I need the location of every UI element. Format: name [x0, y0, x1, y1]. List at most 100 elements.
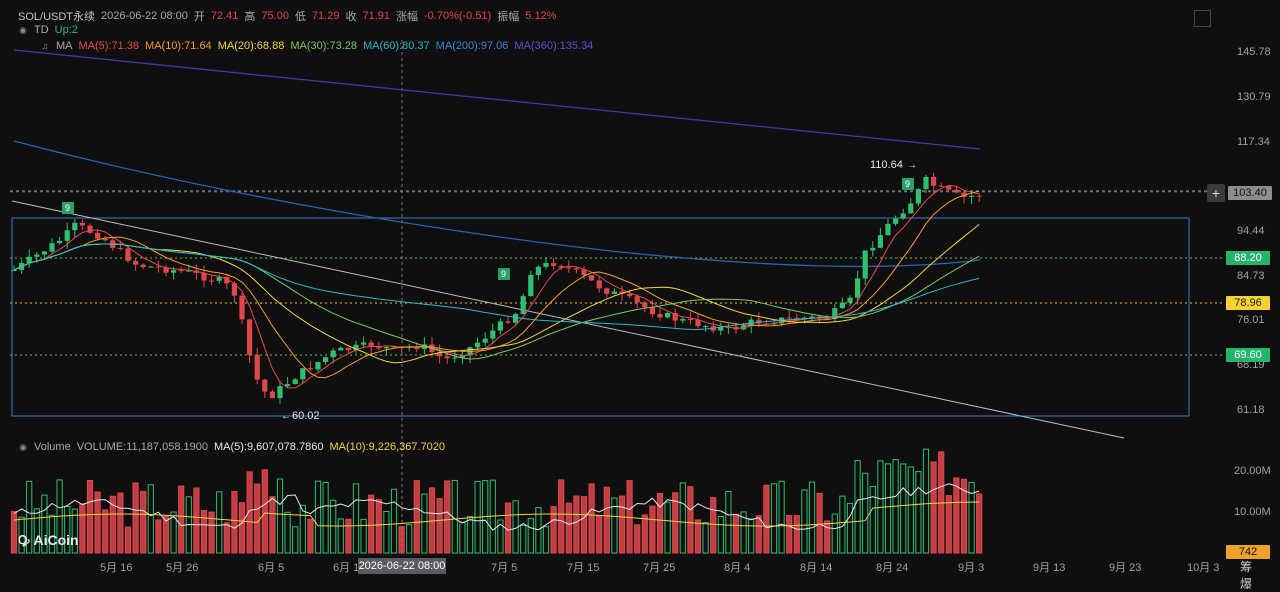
candle-body [581, 269, 587, 276]
candle-body [285, 384, 291, 387]
volume-bar [254, 483, 261, 554]
candle-body [34, 254, 40, 257]
volume-bar [26, 480, 33, 554]
ma30-value: MA(30):73.28 [290, 40, 357, 52]
volume-bar [960, 478, 968, 554]
volume-bar [824, 520, 831, 554]
candle-body [627, 293, 633, 297]
candle-body [338, 347, 344, 351]
candle-body [877, 235, 883, 248]
candle-body [611, 291, 617, 294]
volume-value: VOLUME:11,187,058.1900 [76, 441, 208, 453]
volume-bar [132, 482, 139, 554]
candle-body [589, 275, 595, 281]
candle-body [604, 288, 610, 294]
ma10-line [13, 190, 980, 379]
volume-bar [611, 497, 618, 554]
price-tick-5: 76.01 [1237, 314, 1265, 326]
td-value: Up:2 [54, 24, 78, 36]
volume-bar [542, 526, 550, 554]
change-label: 涨幅 [396, 11, 418, 23]
level-mid-tag[interactable]: 78.96 [1226, 296, 1270, 310]
candle-body [414, 346, 420, 349]
volume-settings-icon[interactable]: ◉ [19, 442, 27, 452]
td-label[interactable]: TD [34, 24, 49, 36]
volume-bar [178, 485, 185, 554]
volume-bar [383, 511, 390, 554]
price-tick-2: 117.34 [1237, 136, 1270, 148]
time-tick-3: 6月 1 [333, 562, 359, 574]
alert-bell-icon[interactable]: ♫ [41, 41, 49, 51]
candle-body [961, 192, 967, 197]
volume-ma10: MA(10):9,226,367.7020 [329, 441, 446, 453]
volume-bar [413, 480, 420, 554]
price-axis: 145.78 130.79 117.34 94.44 84.73 76.01 6… [1234, 46, 1271, 518]
volume-ma5: MA(5):9,607,078.7860 [213, 441, 324, 453]
ma20-line [13, 224, 980, 364]
td-settings-icon[interactable]: ◉ [19, 25, 27, 35]
candle-body [345, 347, 351, 351]
volume-bar [79, 503, 86, 554]
volume-bar [231, 491, 238, 554]
candle-body [687, 318, 693, 320]
volume-bar [368, 494, 375, 554]
volume-bar [626, 480, 633, 554]
volume-bar [330, 499, 337, 554]
volume-bar [223, 522, 230, 554]
volume-bar [421, 493, 428, 554]
volume-bar [763, 484, 770, 554]
volume-bar [702, 522, 709, 554]
add-alert-button[interactable]: + [1207, 184, 1225, 202]
candle-body [79, 222, 85, 226]
candle-body [900, 213, 906, 219]
volume-bar [801, 489, 808, 554]
volume-bar [155, 519, 162, 554]
ma-row: ♫ MA MA(5):71.38 MA(10):71.64 MA(20):68.… [18, 40, 594, 52]
ma-label[interactable]: MA [56, 40, 73, 52]
candle-body [186, 270, 192, 272]
volume-bar [618, 495, 626, 554]
kline-canvas[interactable]: 145.78 130.79 117.34 94.44 84.73 76.01 6… [0, 0, 1280, 576]
candle-body [756, 319, 762, 324]
volume-bar [170, 511, 177, 554]
volume-bar [778, 480, 785, 554]
volume-label[interactable]: Volume [34, 441, 71, 453]
level-low-tag[interactable]: 69.60 [1226, 348, 1270, 362]
open-label: 开 [193, 11, 205, 23]
candle-body [847, 297, 853, 303]
candle-body [231, 283, 237, 296]
high-label: 高 [244, 11, 256, 23]
price-tick-6: 68.19 [1237, 359, 1265, 371]
candle-body [938, 185, 944, 187]
volume-bar [292, 526, 299, 554]
open-value: 72.41 [210, 10, 239, 22]
volume-bar [276, 478, 284, 554]
ma5-line [13, 184, 980, 389]
td-row: ◉ TD Up:2 [18, 24, 78, 36]
symbol-label[interactable]: SOL/USDT永续 [18, 11, 96, 23]
time-tick-12: 9月 23 [1109, 562, 1141, 574]
volume-tick-1: 10.00M [1234, 506, 1271, 518]
fullscreen-icon[interactable] [1194, 10, 1211, 27]
candle-body [239, 295, 245, 320]
side-tool-labels[interactable]: 筹 爆 [1240, 560, 1259, 591]
volume-bar [976, 493, 983, 554]
volume-bar [390, 488, 398, 554]
volume-bar [269, 496, 276, 554]
time-axis: 5月 16 5月 26 6月 5 6月 1 7月 5 7月 15 7月 25 8… [100, 562, 1219, 574]
volume-bar [398, 526, 405, 554]
candle-body [908, 203, 914, 214]
ma360-line [13, 49, 981, 150]
candle-body [330, 350, 336, 358]
volume-bar [786, 515, 793, 554]
volume-bar [466, 516, 474, 554]
price-tick-0: 145.78 [1237, 46, 1271, 58]
level-high-tag[interactable]: 88.20 [1226, 251, 1270, 265]
volume-bar [535, 507, 542, 554]
time-tick-10: 9月 3 [958, 562, 984, 574]
volume-bar [41, 494, 48, 554]
volume-bar [246, 471, 253, 554]
candle-body [216, 277, 222, 281]
candle-body [368, 342, 374, 347]
